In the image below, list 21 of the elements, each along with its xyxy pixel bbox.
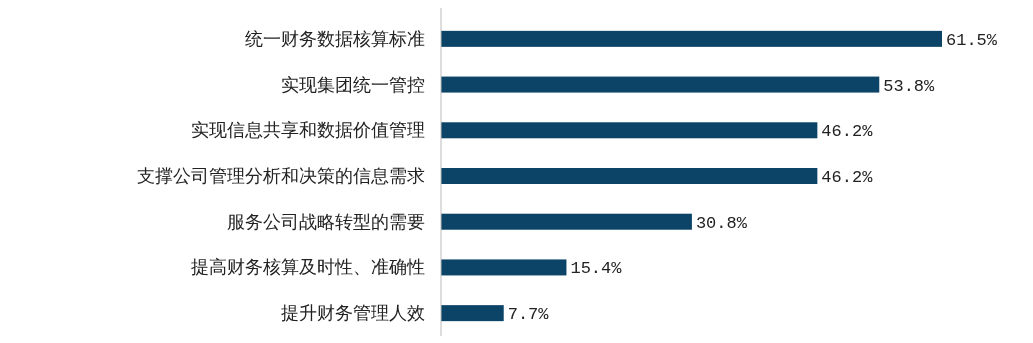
y-tick-label: 支撑公司管理分析和决策的信息需求 bbox=[137, 165, 425, 186]
bar bbox=[441, 30, 942, 47]
bar bbox=[441, 213, 692, 230]
data-label: 46.2% bbox=[821, 168, 874, 187]
y-tick-label: 统一财务数据核算标准 bbox=[245, 27, 425, 49]
data-label: 46.2% bbox=[821, 122, 874, 142]
bar bbox=[441, 259, 567, 276]
data-label: 53.8% bbox=[883, 76, 936, 96]
data-label: 61.5% bbox=[946, 30, 998, 50]
y-tick-label: 实现信息共享和数据价值管理 bbox=[191, 119, 425, 141]
y-tick-label: 提高财务核算及时性、准确性 bbox=[191, 256, 425, 278]
bar bbox=[441, 168, 818, 184]
y-tick-label: 服务公司战略转型的需要 bbox=[227, 210, 425, 232]
data-label: 30.8% bbox=[695, 213, 748, 233]
y-tick-label: 实现集团统一管控 bbox=[281, 73, 425, 95]
bar bbox=[441, 122, 818, 139]
bar bbox=[441, 305, 504, 322]
data-label: 7.7% bbox=[507, 305, 550, 325]
y-tick-label: 提升财务管理人效 bbox=[281, 302, 425, 324]
bar bbox=[441, 76, 880, 93]
data-label: 15.4% bbox=[570, 259, 623, 279]
